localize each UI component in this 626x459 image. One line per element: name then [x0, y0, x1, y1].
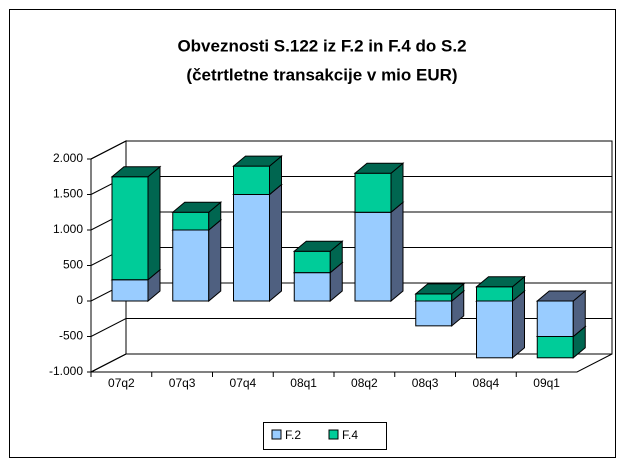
bar-front [233, 165, 270, 196]
bar-top [414, 283, 466, 295]
bar-front [476, 286, 513, 302]
x-tick-label: 08q4 [473, 376, 500, 390]
legend-label: F.2 [285, 428, 301, 442]
bar [535, 289, 587, 338]
floor [90, 353, 613, 373]
bar-front [354, 211, 392, 302]
y-tick-label: 1.500 [53, 187, 83, 201]
y-tick-label: 2.000 [53, 151, 83, 165]
bar-front [415, 293, 453, 302]
y-tick-label: 500 [63, 258, 83, 272]
x-tick-label: 07q3 [169, 376, 196, 390]
legend-box [263, 422, 387, 450]
x-tick-label: 08q2 [351, 376, 378, 390]
bar-front [536, 300, 574, 337]
bar [475, 275, 526, 303]
bar [171, 218, 223, 303]
bar-front [536, 336, 574, 359]
bar [353, 162, 405, 214]
x-tick-label: 08q1 [290, 376, 317, 390]
bar-top [292, 240, 344, 252]
x-tick-label: 08q3 [412, 376, 439, 390]
bar [232, 183, 283, 303]
grid-line [90, 140, 612, 160]
bar-top [110, 166, 162, 178]
bar [414, 282, 466, 303]
bar-side [512, 289, 525, 359]
bar-front [172, 211, 210, 231]
bar-top [353, 162, 405, 174]
x-tick-label: 07q4 [230, 376, 257, 390]
chart-subtitle: (četrtletne transakcije v mio EUR) [186, 65, 457, 84]
chart-title: Obveznosti S.122 iz F.2 in F.4 do S.2 [177, 36, 466, 55]
bar-top [475, 276, 526, 288]
y-tick-label: -1.000 [49, 364, 83, 378]
bar-front [111, 176, 149, 281]
bar-front [111, 279, 149, 302]
x-tick-label: 09q1 [533, 376, 560, 390]
bar [171, 201, 223, 232]
legend-swatch [271, 429, 282, 440]
y-tick-label: -500 [59, 329, 83, 343]
bar-front [172, 229, 210, 302]
bar-top [232, 155, 283, 167]
bar-front [233, 194, 270, 302]
bar-side [390, 201, 404, 303]
bar-front [293, 250, 331, 274]
legend-swatch [328, 429, 339, 440]
bar [232, 155, 283, 196]
y-tick-label: 1.000 [53, 222, 83, 236]
bar-top [171, 201, 223, 213]
grid-line [90, 353, 612, 373]
y-tick-label: 0 [76, 293, 83, 307]
bar-front [293, 272, 331, 302]
bar-side [147, 165, 161, 281]
x-tick-label: 07q2 [108, 376, 135, 390]
bar-side [269, 183, 282, 303]
bar-front [476, 300, 513, 359]
bar-front [354, 172, 392, 213]
bar [110, 165, 162, 281]
bar-top [535, 290, 587, 302]
bar-side [208, 218, 222, 303]
legend-label: F.4 [342, 428, 358, 442]
bar [353, 201, 405, 303]
bar-front [415, 300, 453, 327]
bar [292, 240, 344, 274]
